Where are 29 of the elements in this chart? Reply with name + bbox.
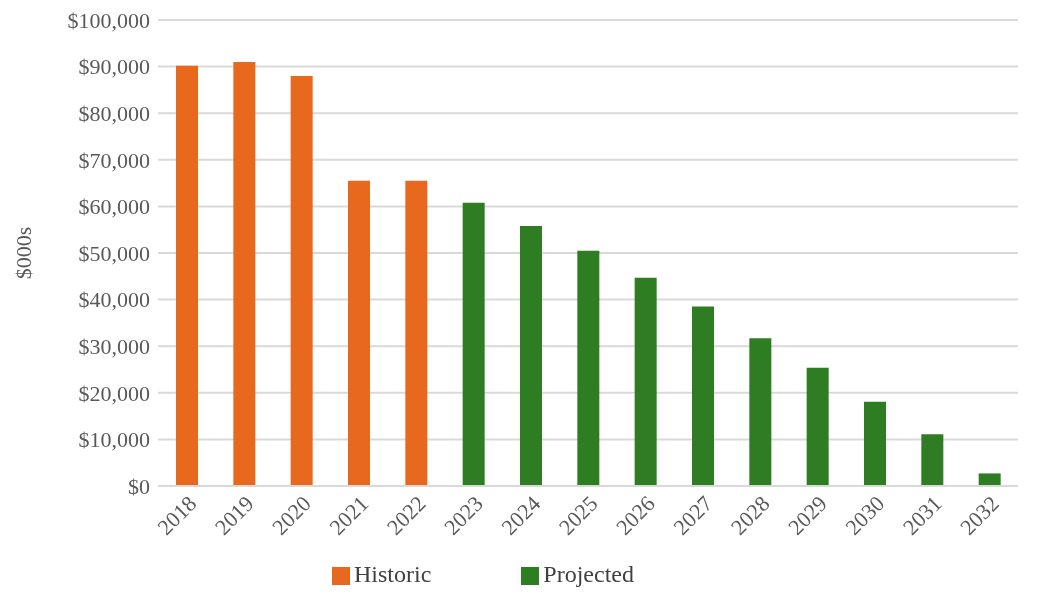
bar (233, 61, 256, 486)
bar (806, 367, 829, 486)
y-tick-label: $50,000 (78, 240, 150, 266)
y-tick-label: $80,000 (78, 101, 150, 127)
bar (348, 180, 370, 486)
y-tick-label: $100,000 (67, 7, 150, 33)
legend-label: Historic (354, 561, 432, 587)
y-tick-label: $10,000 (78, 427, 150, 453)
bar (176, 65, 198, 486)
bar (692, 306, 714, 486)
legend-label: Projected (543, 561, 634, 587)
bar (749, 338, 772, 486)
y-tick-label: $20,000 (78, 380, 150, 406)
bar (978, 473, 1001, 486)
bar (462, 202, 485, 486)
bar (520, 225, 542, 486)
bar (577, 250, 600, 486)
bar (634, 277, 657, 486)
bar (290, 75, 313, 486)
y-tick-label: $0 (128, 473, 150, 499)
bar (921, 434, 944, 486)
y-tick-label: $60,000 (78, 194, 150, 220)
y-tick-label: $70,000 (78, 147, 150, 173)
y-tick-label: $90,000 (78, 54, 150, 80)
bar (864, 401, 886, 486)
bar (405, 180, 428, 486)
y-tick-label: $30,000 (78, 334, 150, 360)
y-axis-title: $000s (10, 226, 36, 280)
y-tick-label: $40,000 (78, 287, 150, 313)
